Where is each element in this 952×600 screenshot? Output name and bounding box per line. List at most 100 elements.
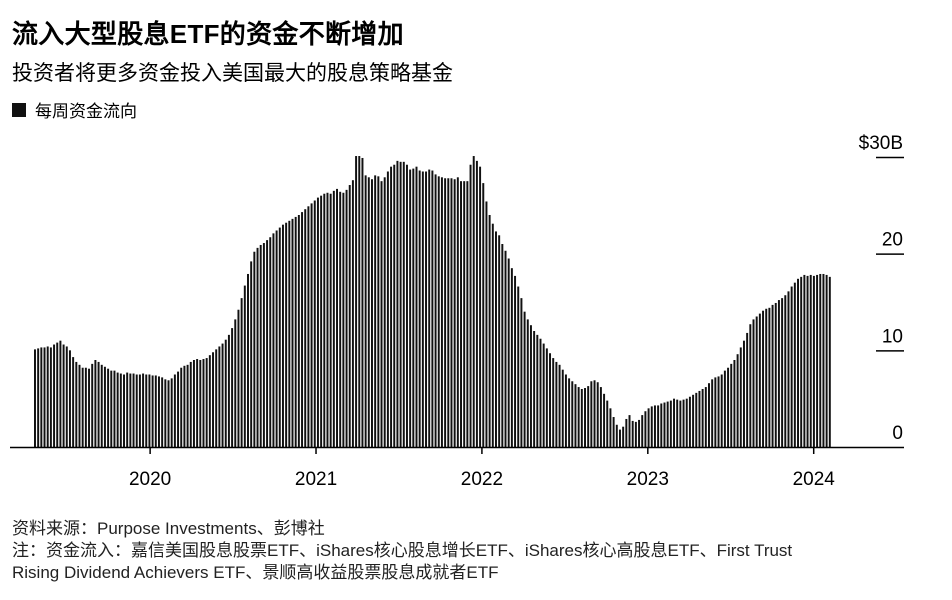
bar [504, 250, 507, 447]
bar [221, 343, 224, 447]
bar [151, 375, 154, 447]
y-tick-label: 20 [882, 230, 903, 251]
bar [72, 357, 75, 447]
bar [348, 185, 351, 447]
bar [250, 261, 253, 447]
bar [606, 400, 609, 447]
bar [720, 374, 723, 447]
bar [650, 406, 653, 447]
bar [418, 170, 421, 447]
bar [269, 237, 272, 447]
bar [304, 209, 307, 447]
bar [386, 171, 389, 447]
bar [787, 291, 790, 447]
bar [653, 405, 656, 447]
bar [123, 374, 125, 447]
bar [208, 355, 211, 447]
bar [202, 359, 205, 447]
bar [450, 178, 453, 447]
bar [431, 170, 434, 447]
bar [571, 381, 574, 447]
bar [730, 363, 733, 447]
bar [797, 278, 799, 447]
bar [472, 156, 475, 447]
bar [529, 325, 532, 447]
bar [215, 349, 218, 447]
bar [224, 339, 227, 447]
bar [790, 286, 793, 447]
bar [558, 364, 561, 447]
bar [638, 419, 641, 447]
bar [285, 222, 288, 447]
bar [34, 349, 36, 447]
bar [647, 408, 650, 447]
bar [453, 179, 456, 447]
bar [399, 161, 402, 447]
bar [425, 171, 428, 447]
bar [514, 275, 517, 447]
bar [762, 310, 765, 447]
bar [266, 240, 269, 447]
bar [157, 376, 160, 447]
bar [310, 203, 313, 447]
bars-group [34, 156, 831, 448]
bar [679, 400, 682, 447]
bar [440, 177, 443, 448]
bar [590, 381, 593, 447]
bar [739, 347, 742, 447]
bar [199, 360, 202, 447]
bar [666, 401, 669, 447]
bar [768, 307, 771, 447]
bar [708, 383, 710, 447]
bar [704, 387, 707, 447]
bar [428, 169, 431, 447]
bar [577, 387, 580, 447]
bar [701, 389, 704, 447]
bar [336, 188, 338, 447]
bar [723, 370, 726, 447]
x-tick-label: 2022 [461, 469, 503, 490]
bar [402, 161, 405, 447]
bar [596, 382, 599, 447]
bar [138, 374, 141, 447]
bar [189, 361, 192, 447]
bar [393, 164, 396, 448]
footer: 资料来源：Purpose Investments、彭博社 注：资金流入：嘉信美国… [12, 518, 942, 584]
bar [167, 380, 170, 447]
bar [825, 274, 828, 447]
bar [555, 361, 558, 447]
bar [800, 276, 803, 447]
bar [501, 244, 504, 447]
bar [599, 387, 602, 447]
bar [390, 166, 393, 448]
bar [644, 411, 647, 447]
bar [685, 398, 688, 447]
bar [68, 350, 71, 447]
bar [75, 361, 78, 447]
bar [809, 274, 812, 447]
bar [323, 193, 326, 447]
bar [180, 367, 183, 447]
bar [37, 348, 40, 447]
bar [294, 216, 297, 447]
bar [603, 393, 606, 447]
bar [377, 176, 380, 447]
bar [634, 421, 637, 447]
bar [103, 366, 106, 447]
bar [237, 309, 240, 447]
bar [383, 177, 386, 448]
bar [173, 374, 176, 447]
bar [771, 304, 774, 447]
bar [84, 367, 87, 447]
bar [405, 164, 408, 448]
bar [568, 378, 571, 447]
bar [320, 195, 323, 447]
bar [803, 274, 806, 447]
bar [339, 191, 342, 447]
bar [288, 220, 291, 447]
footnote-line-1: 注：资金流入：嘉信美国股息股票ETF、iShares核心股息增长ETF、iSha… [12, 541, 793, 560]
bar [510, 268, 513, 447]
bar [421, 171, 424, 447]
bar [412, 168, 415, 447]
bar-chart: 0 10 20 $30B 2020 2021 2022 2023 2024 [10, 133, 904, 490]
